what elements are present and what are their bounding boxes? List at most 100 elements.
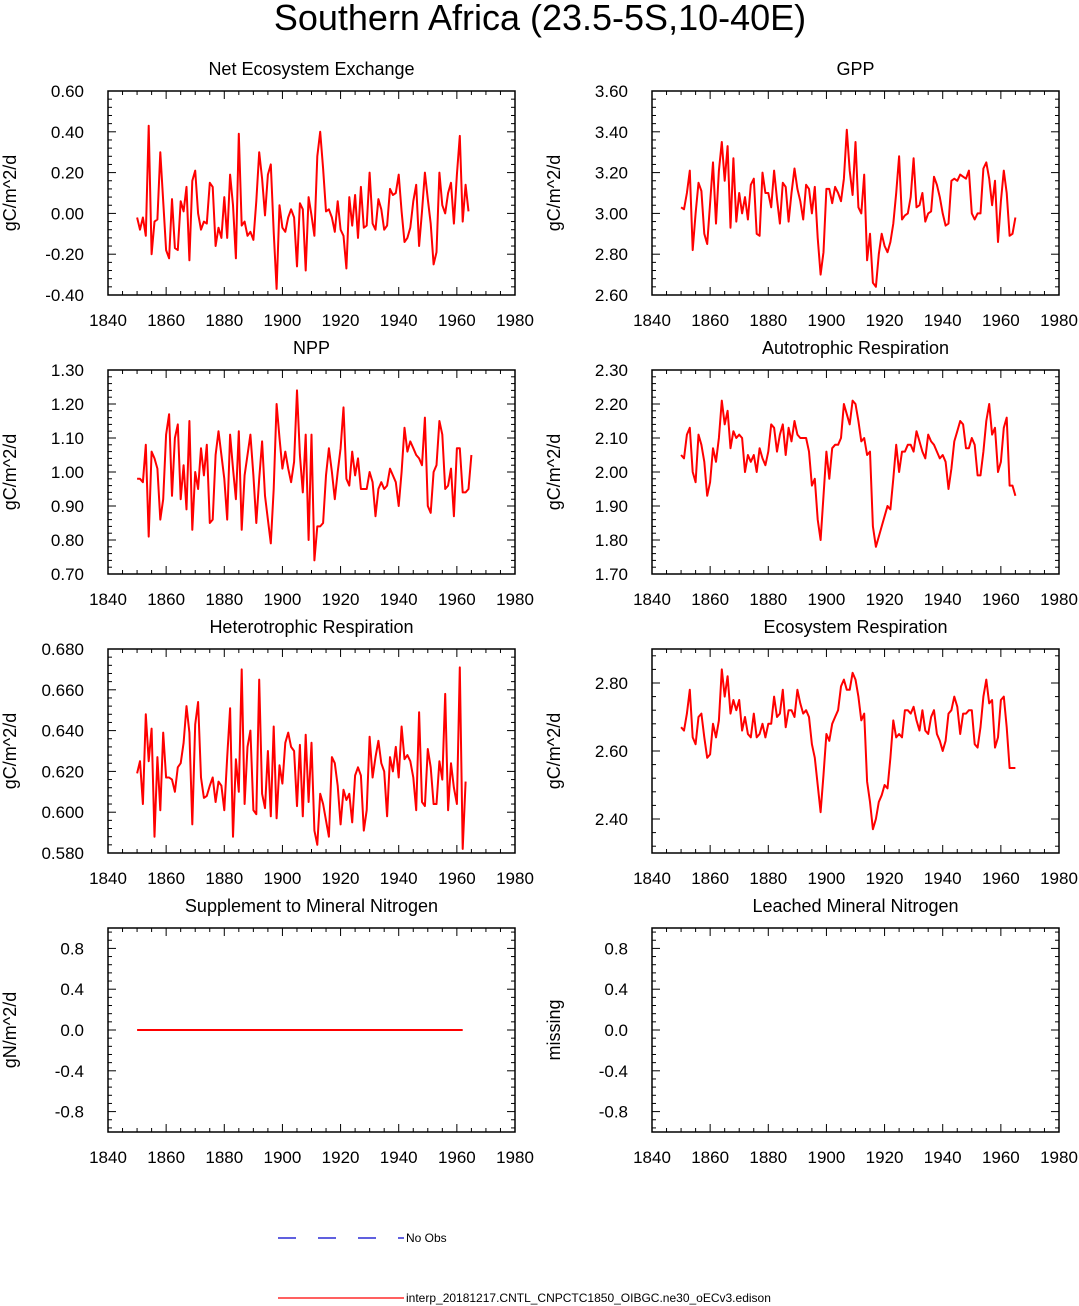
x-tick-label: 1840 bbox=[89, 590, 127, 609]
x-tick-label: 1840 bbox=[633, 869, 671, 888]
x-tick-label: 1980 bbox=[496, 590, 534, 609]
x-tick-label: 1940 bbox=[380, 1148, 418, 1167]
y-tick-label: 0.4 bbox=[60, 980, 84, 999]
x-tick-label: 1940 bbox=[924, 869, 962, 888]
x-tick-label: 1900 bbox=[264, 311, 302, 330]
x-tick-label: 1960 bbox=[982, 1148, 1020, 1167]
y-tick-label: 0.8 bbox=[60, 939, 84, 958]
x-tick-label: 1900 bbox=[264, 1148, 302, 1167]
x-tick-label: 1880 bbox=[205, 1148, 243, 1167]
y-tick-label: 2.20 bbox=[595, 395, 628, 414]
x-tick-label: 1880 bbox=[749, 311, 787, 330]
chart-panel-1: Net Ecosystem Exchange 1840 1860 1880 1900 19… bbox=[0, 59, 534, 330]
chart-title: Ecosystem Respiration bbox=[763, 617, 947, 637]
y-tick-label: -0.40 bbox=[45, 286, 84, 305]
series-line-model bbox=[680, 668, 1016, 831]
x-tick-label: 1920 bbox=[322, 869, 360, 888]
x-tick-label: 1960 bbox=[438, 1148, 476, 1167]
x-tick-label: 1940 bbox=[380, 869, 418, 888]
x-tick-label: 1940 bbox=[380, 590, 418, 609]
x-tick-label: 1880 bbox=[749, 869, 787, 888]
plot-frame bbox=[651, 927, 1060, 1133]
chart-title: Autotrophic Respiration bbox=[762, 338, 949, 358]
x-tick-label: 1940 bbox=[924, 590, 962, 609]
x-tick-label: 1920 bbox=[866, 869, 904, 888]
x-tick-label: 1840 bbox=[89, 311, 127, 330]
x-tick-label: 1920 bbox=[322, 1148, 360, 1167]
y-tick-label: -0.8 bbox=[55, 1103, 84, 1122]
y-tick-label: 0.00 bbox=[51, 204, 84, 223]
x-tick-label: 1960 bbox=[438, 590, 476, 609]
legend: No Obs interp_20181217.CNTL_CNPCTC1850_O… bbox=[278, 1231, 771, 1305]
y-tick-label: 2.80 bbox=[595, 674, 628, 693]
x-tick-label: 1920 bbox=[866, 1148, 904, 1167]
y-tick-label: -0.4 bbox=[55, 1062, 84, 1081]
y-tick-label: 0.20 bbox=[51, 164, 84, 183]
x-tick-label: 1880 bbox=[205, 311, 243, 330]
panels: Net Ecosystem Exchange 1840 1860 1880 1900 19… bbox=[0, 59, 1078, 1167]
x-tick-label: 1980 bbox=[496, 1148, 534, 1167]
legend-model-label: interp_20181217.CNTL_CNPCTC1850_OIBGC.ne… bbox=[406, 1291, 771, 1305]
x-tick-label: 1900 bbox=[808, 869, 846, 888]
y-tick-label: 2.40 bbox=[595, 810, 628, 829]
y-tick-label: 0.90 bbox=[51, 497, 84, 516]
x-tick-label: 1880 bbox=[205, 869, 243, 888]
x-tick-label: 1980 bbox=[496, 869, 534, 888]
y-tick-label: 3.40 bbox=[595, 123, 628, 142]
series-line-model bbox=[137, 389, 473, 562]
x-tick-label: 1840 bbox=[633, 590, 671, 609]
y-tick-label: 0.580 bbox=[41, 844, 84, 863]
series-line-model bbox=[680, 128, 1017, 288]
y-axis-label: gN/m^2/d bbox=[0, 992, 20, 1068]
x-tick-label: 1900 bbox=[808, 311, 846, 330]
y-tick-label: -0.8 bbox=[599, 1103, 628, 1122]
y-tick-label: 0.80 bbox=[51, 531, 84, 550]
y-axis-label: missing bbox=[544, 999, 564, 1060]
x-tick-label: 1840 bbox=[633, 311, 671, 330]
chart-title: GPP bbox=[836, 59, 874, 79]
chart-panel-4: Autotrophic Respiration 1840 1860 1880 1900 1… bbox=[544, 338, 1078, 609]
legend-obs-label: No Obs bbox=[406, 1231, 447, 1245]
x-tick-label: 1920 bbox=[866, 311, 904, 330]
y-tick-label: 0.4 bbox=[604, 980, 628, 999]
y-tick-label: -0.20 bbox=[45, 245, 84, 264]
chart-title: Leached Mineral Nitrogen bbox=[752, 896, 958, 916]
x-tick-label: 1900 bbox=[808, 1148, 846, 1167]
x-tick-label: 1900 bbox=[808, 590, 846, 609]
y-tick-label: 2.60 bbox=[595, 286, 628, 305]
x-tick-label: 1860 bbox=[691, 1148, 729, 1167]
x-tick-label: 1960 bbox=[438, 311, 476, 330]
y-tick-label: 3.20 bbox=[595, 164, 628, 183]
x-tick-label: 1900 bbox=[264, 590, 302, 609]
chart-panel-6: Ecosystem Respiration 1840 1860 1880 1900 192… bbox=[544, 617, 1078, 888]
x-tick-label: 1940 bbox=[924, 1148, 962, 1167]
x-tick-label: 1980 bbox=[1040, 869, 1078, 888]
x-tick-label: 1980 bbox=[1040, 590, 1078, 609]
y-tick-label: 2.10 bbox=[595, 429, 628, 448]
y-tick-label: 0.640 bbox=[41, 722, 84, 741]
x-tick-label: 1960 bbox=[982, 311, 1020, 330]
y-axis-label: gC/m^2/d bbox=[0, 155, 20, 231]
x-tick-label: 1880 bbox=[749, 1148, 787, 1167]
x-tick-label: 1920 bbox=[866, 590, 904, 609]
y-tick-label: 1.70 bbox=[595, 565, 628, 584]
y-tick-label: 0.0 bbox=[60, 1021, 84, 1040]
y-tick-label: 1.10 bbox=[51, 429, 84, 448]
y-tick-label: 1.00 bbox=[51, 463, 84, 482]
chart-title: Heterotrophic Respiration bbox=[209, 617, 413, 637]
y-tick-label: -0.4 bbox=[599, 1062, 628, 1081]
y-tick-label: 0.40 bbox=[51, 123, 84, 142]
series-line-model bbox=[136, 666, 467, 850]
y-tick-label: 0.680 bbox=[41, 640, 84, 659]
y-tick-label: 1.20 bbox=[51, 395, 84, 414]
y-tick-label: 2.80 bbox=[595, 245, 628, 264]
y-axis-label: gC/m^2/d bbox=[544, 713, 564, 789]
x-tick-label: 1860 bbox=[691, 869, 729, 888]
x-tick-label: 1860 bbox=[147, 1148, 185, 1167]
x-tick-label: 1880 bbox=[749, 590, 787, 609]
y-tick-label: 0.620 bbox=[41, 762, 84, 781]
series-line-model bbox=[680, 399, 1017, 548]
x-tick-label: 1980 bbox=[1040, 311, 1078, 330]
chart-panel-2: GPP 1840 1860 1880 1900 1920 1940 1960 1980 2.60 2… bbox=[544, 59, 1078, 330]
